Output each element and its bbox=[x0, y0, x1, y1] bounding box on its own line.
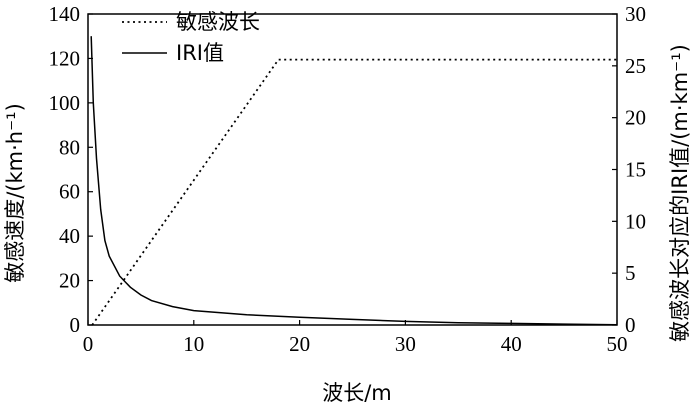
axes bbox=[87, 13, 618, 326]
series-line-iri bbox=[90, 36, 618, 326]
y-right-tick-label: 30 bbox=[625, 2, 646, 26]
right-axis-title: 敏感波长对应的IRI值/(m·km⁻¹) bbox=[668, 44, 692, 342]
legend-label: IRI值 bbox=[176, 41, 224, 65]
y-right-tick-label: 20 bbox=[625, 106, 646, 130]
y-left-tick-label: 80 bbox=[59, 135, 80, 159]
y-left-tick-label: 140 bbox=[49, 2, 81, 26]
y-left-tick-label: 120 bbox=[49, 46, 81, 70]
ticks: 0 10 20 30 40 5002040608010012014005101520253… bbox=[49, 2, 647, 356]
series-line-sensitive-wavelength bbox=[91, 58, 617, 326]
x-tick-label: 50 bbox=[607, 332, 628, 356]
y-right-tick-label: 5 bbox=[625, 261, 636, 285]
left-axis-title: 敏感速度/(km·h⁻¹) bbox=[3, 103, 27, 283]
y-right-tick-label: 25 bbox=[625, 54, 646, 78]
y-left-tick-label: 40 bbox=[59, 224, 80, 248]
y-right-tick-label: 15 bbox=[625, 158, 646, 182]
y-left-tick-label: 100 bbox=[49, 91, 81, 115]
x-tick-label: 0 bbox=[83, 332, 94, 356]
x-tick-label: 10 bbox=[183, 332, 204, 356]
legend-label: 敏感波长 bbox=[176, 10, 260, 34]
series bbox=[90, 36, 618, 326]
y-left-tick-label: 60 bbox=[59, 180, 80, 204]
y-left-tick-label: 20 bbox=[59, 269, 80, 293]
x-tick-label: 20 bbox=[289, 332, 310, 356]
x-tick-label: 40 bbox=[501, 332, 522, 356]
y-right-tick-label: 0 bbox=[625, 313, 636, 337]
x-tick-label: 30 bbox=[395, 332, 416, 356]
x-axis-title: 波长/m bbox=[322, 381, 392, 405]
y-left-tick-label: 0 bbox=[70, 313, 81, 337]
y-right-tick-label: 10 bbox=[625, 209, 646, 233]
legend: 敏感波长 IRI值 bbox=[122, 10, 260, 65]
plot-frame bbox=[87, 13, 618, 326]
